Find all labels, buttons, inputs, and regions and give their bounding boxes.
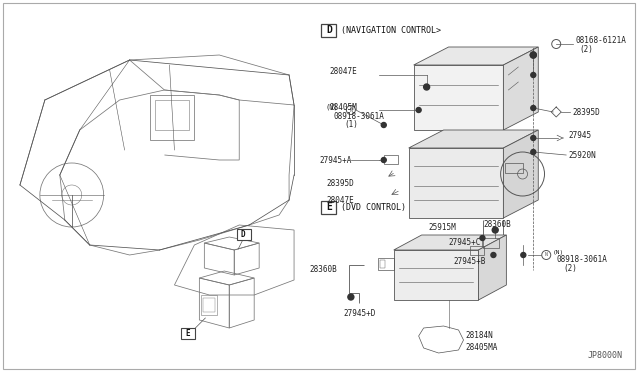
Text: (NAVIGATION CONTROL>: (NAVIGATION CONTROL> <box>341 26 441 35</box>
Text: (N): (N) <box>553 250 564 254</box>
Polygon shape <box>394 250 479 300</box>
Polygon shape <box>504 130 538 218</box>
Circle shape <box>521 253 526 257</box>
Circle shape <box>416 108 421 112</box>
Text: 27945+B: 27945+B <box>454 257 486 266</box>
Circle shape <box>531 52 536 58</box>
Circle shape <box>531 52 536 58</box>
Text: (DVD CONTROL): (DVD CONTROL) <box>341 202 406 212</box>
Text: 28405M: 28405M <box>329 103 356 112</box>
Text: 27945: 27945 <box>568 131 591 140</box>
Polygon shape <box>409 148 504 218</box>
Text: 28395D: 28395D <box>326 179 354 187</box>
Bar <box>378 258 394 270</box>
Bar <box>483 238 499 248</box>
Polygon shape <box>504 47 538 130</box>
Text: 27945+C: 27945+C <box>449 237 481 247</box>
Polygon shape <box>413 47 538 65</box>
Polygon shape <box>479 235 506 300</box>
Circle shape <box>424 84 429 90</box>
Text: 25915M: 25915M <box>429 222 456 231</box>
Bar <box>380 260 385 268</box>
FancyBboxPatch shape <box>321 23 337 36</box>
Text: 27945+A: 27945+A <box>319 155 351 164</box>
FancyBboxPatch shape <box>321 201 337 214</box>
Bar <box>419 73 444 81</box>
Bar <box>384 155 397 164</box>
Circle shape <box>480 235 485 241</box>
Text: 28184N: 28184N <box>465 331 493 340</box>
Text: N: N <box>349 108 352 112</box>
Bar <box>506 163 524 173</box>
Text: 28405MA: 28405MA <box>465 343 498 353</box>
Text: D: D <box>326 25 332 35</box>
Text: 08918-3061A: 08918-3061A <box>556 256 607 264</box>
Polygon shape <box>394 235 506 250</box>
Circle shape <box>531 150 536 154</box>
Circle shape <box>381 157 387 163</box>
Text: 28360B: 28360B <box>483 219 511 228</box>
Circle shape <box>492 227 498 233</box>
Text: 08168-6121A: 08168-6121A <box>575 35 626 45</box>
Text: 28047E: 28047E <box>329 67 356 76</box>
Text: 08918-3061A: 08918-3061A <box>334 112 385 121</box>
Text: 28360B: 28360B <box>309 266 337 275</box>
Text: 28395D: 28395D <box>572 108 600 116</box>
Text: D: D <box>241 230 246 238</box>
Circle shape <box>381 122 387 128</box>
FancyBboxPatch shape <box>181 327 195 339</box>
Text: 25920N: 25920N <box>568 151 596 160</box>
Polygon shape <box>409 130 538 148</box>
Text: JP8000N: JP8000N <box>588 351 623 360</box>
Bar <box>470 246 484 255</box>
Text: N: N <box>545 253 548 257</box>
Text: 27945+D: 27945+D <box>344 308 376 317</box>
FancyBboxPatch shape <box>237 228 251 240</box>
Circle shape <box>491 253 496 257</box>
Text: E: E <box>185 328 189 337</box>
Text: (N): (N) <box>326 104 339 110</box>
Text: (2): (2) <box>563 264 577 273</box>
Text: (2): (2) <box>579 45 593 54</box>
Circle shape <box>531 135 536 141</box>
Circle shape <box>348 294 354 300</box>
Text: 28047E: 28047E <box>326 196 354 205</box>
Polygon shape <box>413 65 504 130</box>
Circle shape <box>531 73 536 77</box>
Text: (1): (1) <box>344 119 358 128</box>
Circle shape <box>531 106 536 110</box>
Text: E: E <box>326 202 332 212</box>
